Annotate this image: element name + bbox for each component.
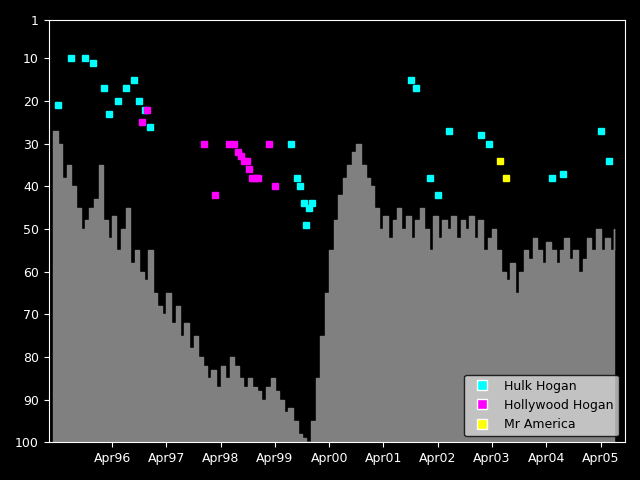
Legend: Hulk Hogan, Hollywood Hogan, Mr America: Hulk Hogan, Hollywood Hogan, Mr America	[464, 374, 619, 436]
